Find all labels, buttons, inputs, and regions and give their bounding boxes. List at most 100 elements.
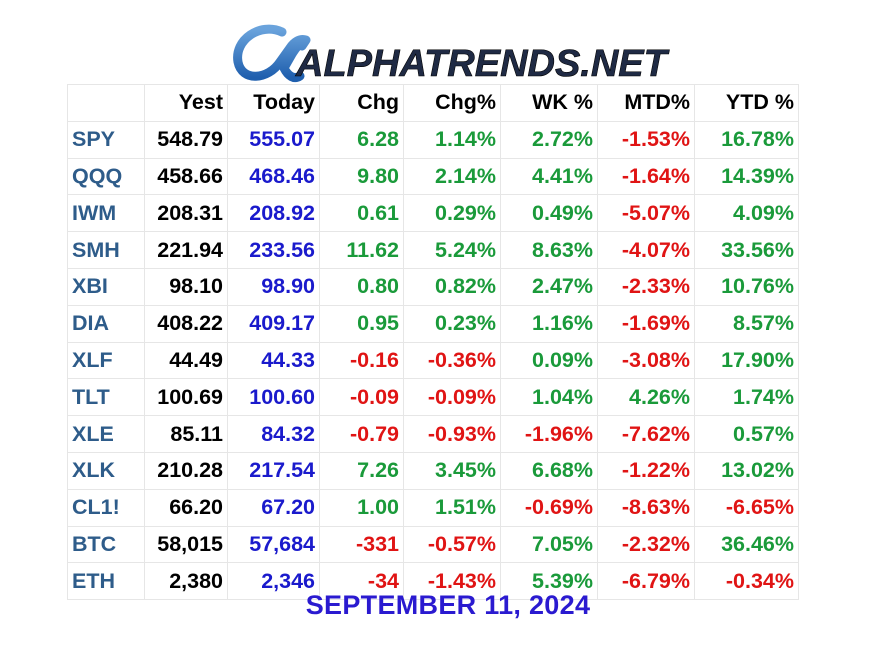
change-percent: -0.09% [403,378,501,417]
ticker-symbol: TLT [67,378,145,417]
today-price: 409.17 [227,304,320,343]
ytd-percent: 4.09% [694,194,799,233]
mtd-percent: 4.26% [597,378,695,417]
ytd-percent: -0.34% [694,562,799,601]
column-header: Chg [319,84,404,122]
ticker-symbol: XBI [67,267,145,306]
change: 0.95 [319,304,404,343]
yesterday-close: 66.20 [144,488,228,527]
ytd-percent: 36.46% [694,525,799,564]
ytd-percent: 0.57% [694,415,799,453]
week-percent: 5.39% [500,562,598,601]
mtd-percent: -1.69% [597,304,695,343]
change: 9.80 [319,157,404,196]
change: -0.09 [319,378,404,417]
change: 0.61 [319,194,404,233]
ticker-symbol: QQQ [67,157,145,196]
week-percent: -0.69% [500,488,598,527]
yesterday-close: 210.28 [144,451,228,490]
today-price: 217.54 [227,451,320,490]
mtd-percent: -6.79% [597,562,695,601]
table-row: BTC 58,015 57,684 -331 -0.57% 7.05% -2.32% 36.4… [67,525,799,564]
ticker-symbol: XLK [67,451,145,490]
ticker-symbol: DIA [67,304,145,343]
table-row: XBI 98.10 98.90 0.80 0.82% 2.47% -2.33% 10.76% [67,267,799,306]
ticker-symbol: IWM [67,194,145,233]
table-row: XLF 44.49 44.33 -0.16 -0.36% 0.09% -3.08% 17.90… [67,341,799,380]
week-percent: 2.47% [500,267,598,306]
ticker-symbol: CL1! [67,488,145,527]
column-header: MTD% [597,84,695,122]
today-price: 208.92 [227,194,320,233]
date-footer: SEPTEMBER 11, 2024 [305,590,591,620]
change: 7.26 [319,451,404,490]
ticker-symbol: SPY [67,120,145,159]
table-row: IWM 208.31 208.92 0.61 0.29% 0.49% -5.07% 4.09% [67,194,799,233]
mtd-percent: -1.64% [597,157,695,196]
yesterday-close: 58,015 [144,525,228,564]
change-percent: -0.57% [403,525,501,564]
mtd-percent: -2.33% [597,267,695,306]
ytd-percent: 16.78% [694,120,799,159]
mtd-percent: -1.53% [597,120,695,159]
table-row: XLE 85.11 84.32 -0.79 -0.93% -1.96% -7.62% 0.57… [67,415,799,453]
ytd-percent: 33.56% [694,231,799,269]
yesterday-close: 85.11 [144,415,228,453]
column-header: YTD % [694,84,799,122]
yesterday-close: 458.66 [144,157,228,196]
today-price: 98.90 [227,267,320,306]
logo-text: ALPHATRENDS.NET [295,43,670,85]
week-percent: -1.96% [500,415,598,453]
change-percent: -1.43% [403,562,501,601]
mtd-percent: -3.08% [597,341,695,380]
week-percent: 2.72% [500,120,598,159]
today-price: 44.33 [227,341,320,380]
week-percent: 0.49% [500,194,598,233]
change-percent: 0.82% [403,267,501,306]
ytd-percent: -6.65% [694,488,799,527]
table-row: SPY 548.79 555.07 6.28 1.14% 2.72% -1.53% 16.78… [67,120,799,159]
change-percent: 5.24% [403,231,501,269]
change-percent: 0.29% [403,194,501,233]
week-percent: 6.68% [500,451,598,490]
logo-graphic: ALPHATRENDS.NET [233,24,670,85]
table-row: CL1! 66.20 67.20 1.00 1.51% -0.69% -8.63% -6.65… [67,488,799,527]
mtd-percent: -5.07% [597,194,695,233]
ytd-percent: 13.02% [694,451,799,490]
ticker-symbol: BTC [67,525,145,564]
week-percent: 1.16% [500,304,598,343]
column-header: Today [227,84,320,122]
today-price: 2,346 [227,562,320,601]
change: -34 [319,562,404,601]
mtd-percent: -1.22% [597,451,695,490]
change: -0.16 [319,341,404,380]
yesterday-close: 548.79 [144,120,228,159]
change: 6.28 [319,120,404,159]
table-row: QQQ 458.66 468.46 9.80 2.14% 4.41% -1.64% 14.39… [67,157,799,196]
mtd-percent: -2.32% [597,525,695,564]
today-price: 57,684 [227,525,320,564]
change: 1.00 [319,488,404,527]
change-percent: 0.23% [403,304,501,343]
today-price: 84.32 [227,415,320,453]
week-percent: 4.41% [500,157,598,196]
change: -331 [319,525,404,564]
change-percent: -0.93% [403,415,501,453]
change-percent: -0.36% [403,341,501,380]
mtd-percent: -8.63% [597,488,695,527]
ticker-symbol: SMH [67,231,145,269]
ticker-symbol: XLE [67,415,145,453]
column-header [67,84,145,122]
ytd-percent: 1.74% [694,378,799,417]
mtd-percent: -7.62% [597,415,695,453]
alphatrends-logo: ALPHATRENDS.NET [230,10,670,90]
column-header: Chg% [403,84,501,122]
yesterday-close: 221.94 [144,231,228,269]
change: 0.80 [319,267,404,306]
change: -0.79 [319,415,404,453]
table-row: DIA 408.22 409.17 0.95 0.23% 1.16% -1.69% 8.57% [67,304,799,343]
header-row: Yest Today Chg Chg% WK % MTD% YTD % [67,84,799,122]
change-percent: 3.45% [403,451,501,490]
column-header: WK % [500,84,598,122]
week-percent: 1.04% [500,378,598,417]
